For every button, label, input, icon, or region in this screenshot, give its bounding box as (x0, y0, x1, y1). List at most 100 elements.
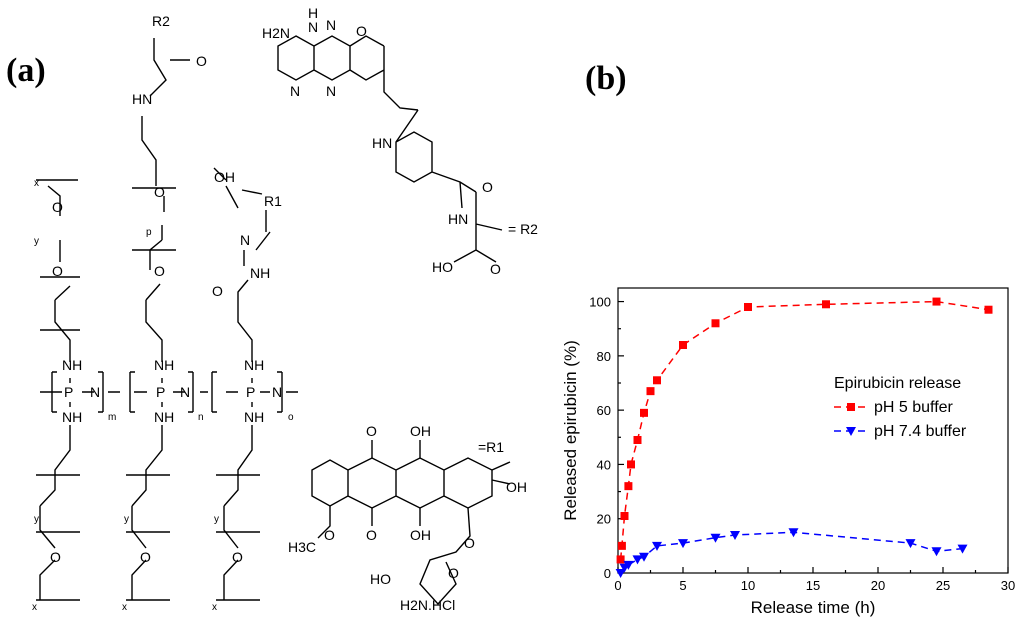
chem-label-hn-amide: HN (448, 211, 468, 227)
chem-label-o-sugar: O (448, 565, 459, 581)
data-point (931, 547, 942, 557)
chem-label-o-cooh: O (490, 261, 501, 277)
data-point (632, 555, 643, 565)
y-axis-label: Released epirubicin (%) (561, 340, 580, 520)
chem-label-oh: OH (214, 169, 235, 185)
legend-entry: pH 7.4 buffer (874, 423, 967, 440)
data-point (711, 319, 720, 328)
series-2 (615, 528, 968, 578)
chem-label-p2: P (156, 384, 165, 400)
data-point (620, 512, 629, 520)
panel-label-b: (b) (585, 60, 627, 97)
data-point (679, 341, 687, 349)
chem-label-o-ether2: O (154, 263, 165, 279)
chem-label-h3co: H3C (288, 539, 316, 555)
chem-label-y3: y (214, 514, 219, 525)
chem-label-nh3b: NH (244, 409, 264, 425)
structure-bonds (36, 35, 511, 606)
x-tick-label: 15 (806, 578, 820, 593)
chem-label-oh-q3: OH (410, 527, 431, 543)
chem-label-h: H (308, 5, 318, 21)
chem-label-o-q2: O (366, 527, 377, 543)
data-point (627, 460, 635, 469)
chem-label-nh3: NH (244, 357, 264, 373)
chem-label-nh2hcl: H2N.HCl (400, 597, 455, 613)
chem-label-n-d: N (326, 17, 336, 33)
chem-label-n-a: N (308, 19, 318, 35)
chem-label-hn-f: HN (372, 135, 392, 151)
chart-axes: 0 5 10 15 20 25 30 0 20 40 60 80 100 (589, 287, 1015, 593)
data-point (744, 303, 752, 311)
data-point (633, 436, 642, 444)
chem-label-hn: HN (132, 91, 152, 107)
chem-label-r1-eq: =R1 (478, 439, 504, 455)
chem-label-n-hyd: N (240, 232, 250, 248)
data-point (624, 482, 633, 491)
data-point (932, 297, 941, 306)
chem-label-o-f: O (356, 23, 367, 39)
x-tick-label: 30 (1001, 578, 1015, 593)
y-tick-label: 0 (604, 566, 611, 581)
chem-label-o-b2: O (140, 549, 151, 565)
chem-label-oh-q2: OH (506, 479, 527, 495)
data-point (788, 528, 799, 538)
legend-marker (847, 403, 855, 411)
data-point (957, 544, 968, 554)
y-tick-label: 20 (597, 512, 611, 527)
data-point (730, 531, 740, 540)
chem-label-n-b: N (290, 83, 300, 99)
legend-title: Epirubicin release (834, 375, 961, 392)
x-axis-label: Release time (h) (751, 598, 876, 617)
data-point (653, 376, 661, 385)
chem-label-o-ether: O (154, 184, 165, 200)
data-point (905, 539, 916, 549)
x-tick-label: 25 (936, 578, 950, 593)
structure-labels: R2 O HN O p O x O y O OH R1 N NH O NH P … (32, 5, 538, 613)
y-tick-label: 100 (589, 295, 611, 310)
y-tick-label: 40 (597, 457, 611, 472)
x-tick-label: 20 (871, 578, 885, 593)
chart-series (615, 297, 993, 578)
data-point (640, 408, 648, 417)
chem-label-o-amide: O (482, 179, 493, 195)
chem-label-x-top: x (34, 178, 39, 189)
x-tick-label: 10 (741, 578, 755, 593)
y-tick-label: 60 (597, 403, 611, 418)
data-point (623, 560, 634, 570)
chem-label-r1: R1 (264, 193, 282, 209)
y-tick-label: 80 (597, 349, 611, 364)
data-point (616, 555, 625, 564)
chem-label-r2-top: R2 (152, 13, 170, 29)
chem-label-o-left: O (52, 199, 63, 215)
chem-label-n-c: N (326, 83, 336, 99)
chem-label-n1: N (90, 384, 100, 400)
chem-label-n2: N (180, 384, 190, 400)
panel-label-a: (a) (6, 52, 46, 89)
data-point (678, 539, 688, 549)
chem-label-x1: x (32, 602, 37, 613)
chem-label-o-hyd: O (212, 283, 223, 299)
chem-label-oh-q1: OH (410, 423, 431, 439)
chem-label-x2: x (122, 602, 127, 613)
chemical-structure-diagram: R2 O HN O p O x O y O OH R1 N NH O NH P … (32, 5, 538, 613)
series-1 (616, 297, 993, 564)
legend-marker (846, 427, 856, 436)
legend-entry: pH 5 buffer (874, 399, 954, 416)
chem-label-o-sub: o (288, 412, 294, 423)
chem-label-o-b3: O (232, 549, 243, 565)
chem-label-o-left2: O (52, 263, 63, 279)
chem-label-nh1b: NH (62, 409, 82, 425)
x-tick-label: 0 (614, 578, 621, 593)
chem-label-nh1: NH (62, 357, 82, 373)
chem-label-n-sub: n (198, 412, 204, 423)
chem-label-y-left: y (34, 236, 39, 247)
x-tick-label: 5 (679, 578, 686, 593)
chart-legend: Epirubicin release pH 5 buffer pH 7.4 buff… (834, 375, 967, 440)
chem-label-ho: HO (432, 259, 453, 275)
chem-label-o-gly: O (464, 535, 475, 551)
chem-label-ho-sugar: HO (370, 571, 391, 587)
chem-label-x3: x (212, 602, 217, 613)
data-point (652, 541, 662, 551)
chem-label-o-q1: O (366, 423, 377, 439)
chem-label-o-me: O (324, 527, 335, 543)
